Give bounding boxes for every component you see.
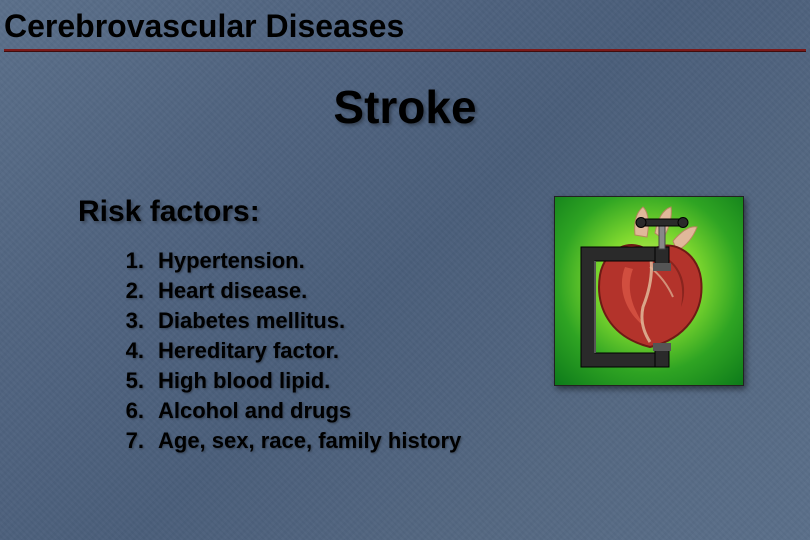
list-text: Age, sex, race, family history bbox=[158, 428, 461, 454]
list-number: 3. bbox=[118, 308, 158, 334]
list-text: Alcohol and drugs bbox=[158, 398, 351, 424]
heart-clamp-icon bbox=[555, 197, 745, 387]
main-title: Stroke bbox=[0, 80, 810, 134]
list-item: 7. Age, sex, race, family history bbox=[118, 428, 558, 454]
list-item: 4. Hereditary factor. bbox=[118, 338, 558, 364]
header-title: Cerebrovascular Diseases bbox=[4, 8, 806, 47]
list-text: Hypertension. bbox=[158, 248, 305, 274]
list-number: 2. bbox=[118, 278, 158, 304]
list-item: 1. Hypertension. bbox=[118, 248, 558, 274]
list-text: Diabetes mellitus. bbox=[158, 308, 345, 334]
list-number: 1. bbox=[118, 248, 158, 274]
list-item: 5. High blood lipid. bbox=[118, 368, 558, 394]
list-text: Hereditary factor. bbox=[158, 338, 339, 364]
list-number: 6. bbox=[118, 398, 158, 424]
list-number: 4. bbox=[118, 338, 158, 364]
subtitle: Risk factors: bbox=[78, 195, 260, 229]
list-item: 3. Diabetes mellitus. bbox=[118, 308, 558, 334]
list-text: Heart disease. bbox=[158, 278, 307, 304]
list-number: 7. bbox=[118, 428, 158, 454]
list-item: 2. Heart disease. bbox=[118, 278, 558, 304]
risk-factors-list: 1. Hypertension. 2. Heart disease. 3. Di… bbox=[118, 248, 558, 458]
list-text: High blood lipid. bbox=[158, 368, 330, 394]
list-item: 6. Alcohol and drugs bbox=[118, 398, 558, 424]
header-underline bbox=[4, 49, 806, 52]
list-number: 5. bbox=[118, 368, 158, 394]
slide-header: Cerebrovascular Diseases bbox=[4, 8, 806, 52]
heart-clamp-figure bbox=[554, 196, 744, 386]
